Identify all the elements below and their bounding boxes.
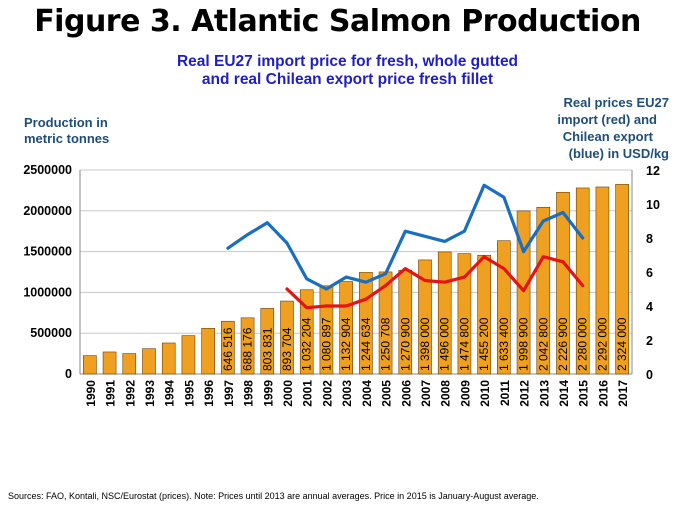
right-axis-tick-label: 10 [646, 198, 660, 212]
bar [142, 348, 156, 375]
bar-data-label: 1 998 900 [517, 317, 531, 371]
x-axis-tick-label: 1995 [182, 380, 196, 407]
x-axis-tick-label: 1990 [84, 380, 98, 407]
bar-data-label: 1 270 900 [398, 317, 412, 371]
x-axis-tick-label: 1996 [202, 380, 216, 407]
bar-data-label: 2 292 000 [595, 317, 609, 371]
x-axis-tick-label: 2016 [596, 380, 610, 407]
x-axis-tick-label: 2001 [301, 380, 315, 407]
bar [181, 335, 196, 375]
source-note: Sources: FAO, Kontali, NSC/Eurostat (pri… [8, 491, 539, 501]
x-axis-tick-label: 2012 [518, 380, 532, 407]
x-axis-tick-label: 2014 [557, 380, 571, 407]
bar-data-label: 1 132 904 [339, 317, 353, 371]
right-axis-tick-label: 2 [646, 334, 653, 348]
bar-data-label: 646 516 [221, 327, 235, 371]
left-axis-tick-label: 500000 [30, 326, 72, 340]
bar [299, 289, 314, 375]
chart-subtitle-line-2: and real Chilean export price fresh fill… [201, 71, 494, 88]
bar [615, 184, 629, 375]
bar-data-label: 2 042 800 [536, 317, 550, 371]
bar [240, 317, 255, 375]
x-axis-tick-label: 1999 [261, 380, 275, 407]
bar-data-label: 1 633 400 [497, 317, 511, 371]
bar-data-label: 1 244 634 [359, 317, 373, 371]
bar-data-label: 1 080 897 [319, 317, 333, 371]
x-axis-tick-label: 2007 [419, 380, 433, 407]
bar-data-label: 2 324 000 [615, 317, 629, 371]
left-axis-tick-label: 2500000 [23, 163, 72, 177]
eu27-import-price-line [285, 255, 585, 310]
x-axis-tick-label: 1994 [163, 380, 177, 407]
bar [457, 253, 472, 375]
bar-data-label: 893 704 [280, 327, 294, 371]
bar-data-label: 1 496 000 [438, 317, 452, 371]
chart-subtitle-line-1: Real EU27 import price for fresh, whole … [176, 53, 519, 70]
bar [418, 259, 432, 375]
x-axis-tick-label: 2003 [340, 380, 354, 407]
bar [161, 342, 176, 375]
x-axis-tick-label: 1993 [143, 380, 157, 407]
x-axis-tick-label: 2004 [360, 380, 374, 407]
bar-data-label: 1 398 000 [418, 317, 432, 371]
x-axis-tick-label: 2017 [616, 380, 630, 407]
right-axis-label-line-2: import (red) and [557, 112, 657, 127]
x-axis-tick-label: 2002 [320, 380, 334, 407]
bar [595, 186, 610, 375]
right-axis-tick-label: 4 [646, 300, 653, 314]
left-axis-tick-label: 0 [65, 367, 72, 381]
left-axis-tick-label: 2000000 [23, 204, 72, 218]
bar [280, 300, 294, 375]
x-axis-tick-label: 2006 [399, 380, 413, 407]
left-axis-label-line-2: metric tonnes [24, 131, 110, 146]
bar-data-label: 2 226 900 [556, 317, 570, 371]
bar [536, 207, 551, 375]
x-axis-tick-label: 2015 [577, 380, 591, 407]
bar [516, 210, 531, 375]
x-axis-tick-label: 2011 [498, 380, 512, 406]
left-axis-tick-label: 1000000 [23, 285, 72, 299]
bar [102, 351, 117, 375]
bar-data-label: 2 280 000 [576, 317, 590, 371]
bar [122, 353, 137, 375]
x-axis-tick-label: 1998 [242, 380, 256, 407]
x-axis-tick-label: 2008 [439, 380, 453, 407]
x-axis-tick-label: 2000 [281, 380, 295, 407]
right-axis-label-line-3: Chilean export [562, 129, 653, 144]
bar-data-label: 1 474 800 [457, 317, 471, 371]
bar [201, 328, 215, 375]
bar [83, 355, 97, 375]
left-axis-tick-label: 1500000 [23, 245, 72, 259]
right-axis-tick-label: 0 [646, 368, 653, 382]
x-axis-tick-label: 2010 [478, 380, 492, 407]
bar [556, 191, 570, 375]
right-axis-label-line-1: Real prices EU27 [563, 95, 669, 110]
left-axis-label-line-1: Production in [24, 115, 108, 130]
bar-data-label: 1 455 200 [477, 317, 491, 371]
chile-export-price-line [226, 183, 585, 291]
right-axis-tick-label: 6 [646, 266, 653, 280]
right-axis-tick-label: 8 [646, 232, 653, 246]
bar-data-label: 1 032 204 [300, 317, 314, 371]
x-axis-tick-label: 1997 [222, 380, 236, 407]
bar [260, 308, 275, 375]
bar [221, 320, 235, 375]
x-axis-tick-label: 2013 [537, 380, 551, 407]
bar-data-label: 1 250 708 [379, 317, 393, 371]
chart-title: Figure 3. Atlantic Salmon Production [34, 4, 641, 39]
right-axis-label-line-4: (blue) in USD/kg [568, 146, 669, 161]
right-axis-tick-label: 12 [646, 164, 660, 178]
x-axis-tick-label: 1992 [123, 380, 137, 407]
x-axis-tick-label: 1991 [104, 380, 118, 407]
x-axis-tick-label: 2005 [380, 380, 394, 407]
x-axis-tick-label: 2009 [458, 380, 472, 407]
bar-data-label: 803 831 [260, 327, 274, 371]
bar-data-label: 688 176 [241, 327, 255, 371]
